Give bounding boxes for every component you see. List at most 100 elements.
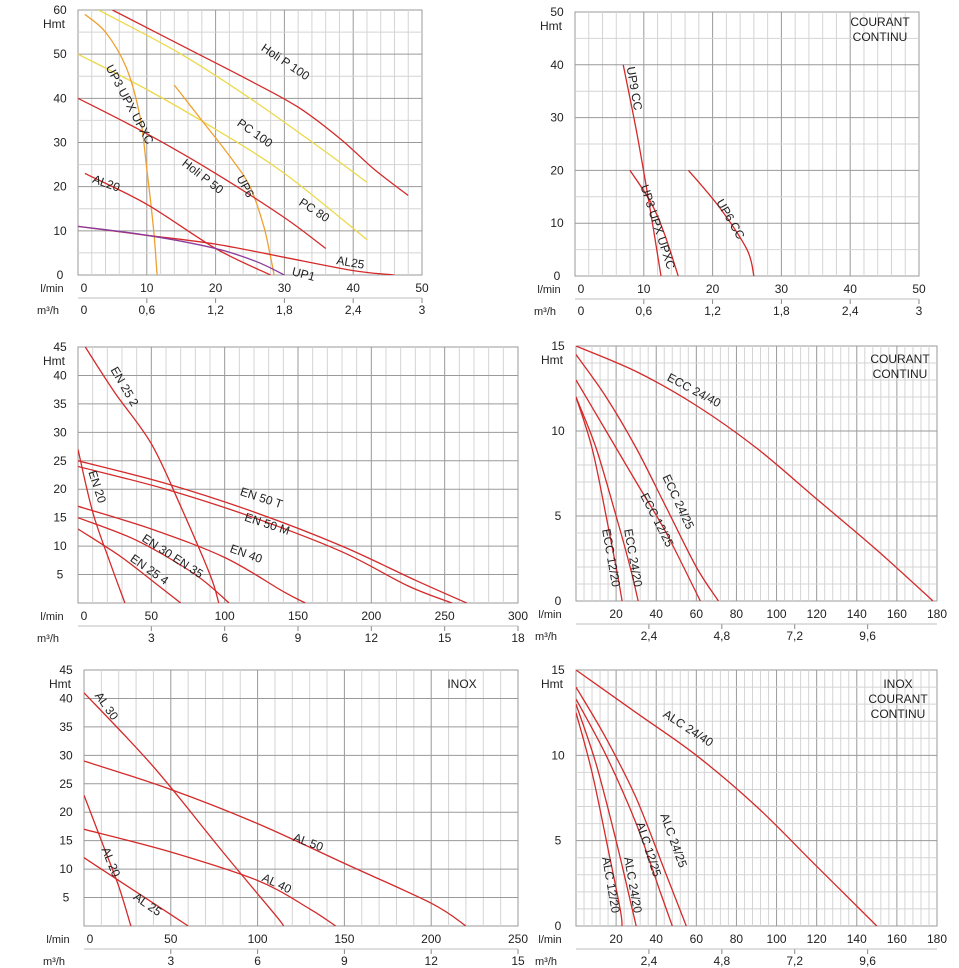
x2-tick-label: 6 bbox=[221, 631, 228, 645]
y-tick-label: 40 bbox=[53, 368, 67, 382]
x2-tick-label: 12 bbox=[425, 954, 439, 968]
y-tick-label: 15 bbox=[551, 339, 565, 353]
y-tick-label: 40 bbox=[53, 91, 67, 105]
x-tick-label: 140 bbox=[847, 607, 867, 621]
curve-en-50-t bbox=[78, 460, 467, 603]
y-tick-label: 45 bbox=[59, 663, 73, 677]
curve-pc-100 bbox=[98, 10, 368, 183]
y-tick-label: 60 bbox=[53, 3, 67, 17]
curves bbox=[78, 347, 467, 603]
x-unit-m3h: m³/h bbox=[535, 956, 557, 968]
y-tick-label: 10 bbox=[53, 539, 67, 553]
curve-al-30 bbox=[84, 692, 285, 926]
y-axis-label: Hmt bbox=[43, 17, 66, 31]
x2-tick-label: 1,8 bbox=[773, 304, 790, 318]
y-tick-label: 15 bbox=[59, 834, 73, 848]
curves bbox=[78, 10, 409, 275]
y-tick-label: 0 bbox=[555, 594, 562, 608]
y-tick-label: 0 bbox=[555, 919, 562, 933]
x-unit-lmin: l/min bbox=[40, 611, 63, 623]
y-tick-label: 50 bbox=[53, 47, 67, 61]
curve-en-25-2 bbox=[84, 347, 220, 603]
x2-tick-label: 3 bbox=[167, 954, 174, 968]
grid bbox=[84, 670, 518, 926]
curve-up3-upx-upxc bbox=[629, 170, 679, 276]
y-tick-label: 10 bbox=[551, 424, 565, 438]
x-tick-label: 160 bbox=[887, 932, 907, 946]
x2-tick-label: 3 bbox=[419, 303, 426, 317]
x-unit-lmin: l/min bbox=[538, 609, 561, 621]
y-tick-label: 20 bbox=[53, 180, 67, 194]
curve-label: AL25 bbox=[335, 253, 365, 272]
curve-ecc-12-25 bbox=[576, 379, 701, 601]
curves bbox=[576, 346, 934, 601]
x2-tick-label: 1,2 bbox=[207, 303, 224, 317]
curve-ecc-24-40 bbox=[576, 346, 934, 601]
curve-al-20 bbox=[84, 794, 132, 926]
x-tick-label: 180 bbox=[927, 932, 947, 946]
x-unit-lmin: l/min bbox=[538, 934, 561, 946]
x2-tick-label: 1,8 bbox=[276, 303, 293, 317]
x2-tick-label: 0,6 bbox=[635, 304, 652, 318]
y-tick-label: 30 bbox=[59, 748, 73, 762]
curve-alc-12-25 bbox=[576, 698, 673, 926]
x-tick-label: 60 bbox=[690, 932, 704, 946]
y-tick-label: 25 bbox=[53, 454, 67, 468]
y-tick-label: 40 bbox=[59, 691, 73, 705]
x-tick-label: 250 bbox=[508, 932, 528, 946]
plot-area bbox=[575, 345, 938, 602]
x-tick-label: 40 bbox=[650, 607, 664, 621]
x-tick-label: 160 bbox=[887, 607, 907, 621]
x2-tick-label: 15 bbox=[511, 954, 525, 968]
curve-alc-12-20 bbox=[576, 712, 623, 926]
plot-area bbox=[83, 669, 519, 927]
curve-alc-24-25 bbox=[576, 686, 687, 926]
x-tick-label: 150 bbox=[288, 609, 308, 623]
x-unit-lmin: l/min bbox=[40, 283, 63, 295]
curve-ecc-24-20 bbox=[576, 396, 639, 601]
x-tick-label: 0 bbox=[87, 932, 94, 946]
y-tick-label: 45 bbox=[53, 340, 67, 354]
x-tick-label: 50 bbox=[415, 281, 429, 295]
x-tick-label: 20 bbox=[609, 932, 623, 946]
curve-up6 bbox=[173, 84, 275, 275]
x2-tick-label: 7,2 bbox=[786, 629, 803, 643]
curve-en-30-en-35 bbox=[78, 517, 230, 603]
x-unit-lmin: l/min bbox=[46, 934, 69, 946]
curve-up6-cc bbox=[688, 169, 755, 276]
chart-note: INOX bbox=[447, 677, 476, 691]
curve-al20 bbox=[84, 172, 271, 275]
x-unit-lmin: l/min bbox=[537, 284, 560, 296]
x2-tick-label: 4,8 bbox=[713, 954, 730, 968]
curve-al-25 bbox=[84, 857, 189, 926]
x-tick-label: 100 bbox=[248, 932, 268, 946]
x-tick-label: 180 bbox=[927, 607, 947, 621]
x-tick-label: 0 bbox=[578, 282, 585, 296]
y-tick-label: 5 bbox=[555, 509, 562, 523]
x-tick-label: 80 bbox=[730, 932, 744, 946]
y-tick-label: 20 bbox=[59, 805, 73, 819]
curve-up9-cc bbox=[622, 64, 662, 276]
x2-tick-label: 1,2 bbox=[704, 304, 721, 318]
y-tick-label: 10 bbox=[59, 862, 73, 876]
y-tick-label: 50 bbox=[550, 5, 564, 19]
y-tick-label: 30 bbox=[53, 136, 67, 150]
curve-en-50-m bbox=[78, 465, 453, 603]
x-tick-label: 40 bbox=[844, 282, 858, 296]
x-tick-label: 50 bbox=[164, 932, 178, 946]
y-tick-label: 10 bbox=[551, 748, 565, 762]
x-tick-label: 0 bbox=[81, 609, 88, 623]
y-tick-label: 30 bbox=[550, 111, 564, 125]
x2-tick-label: 0,6 bbox=[138, 303, 155, 317]
x2-tick-label: 9 bbox=[295, 631, 302, 645]
y-tick-label: 5 bbox=[57, 568, 64, 582]
x-tick-label: 200 bbox=[421, 932, 441, 946]
x-tick-label: 40 bbox=[347, 281, 361, 295]
x-tick-label: 120 bbox=[807, 607, 827, 621]
chart-note: INOX COURANT CONTINU bbox=[868, 677, 928, 721]
y-tick-label: 35 bbox=[53, 397, 67, 411]
